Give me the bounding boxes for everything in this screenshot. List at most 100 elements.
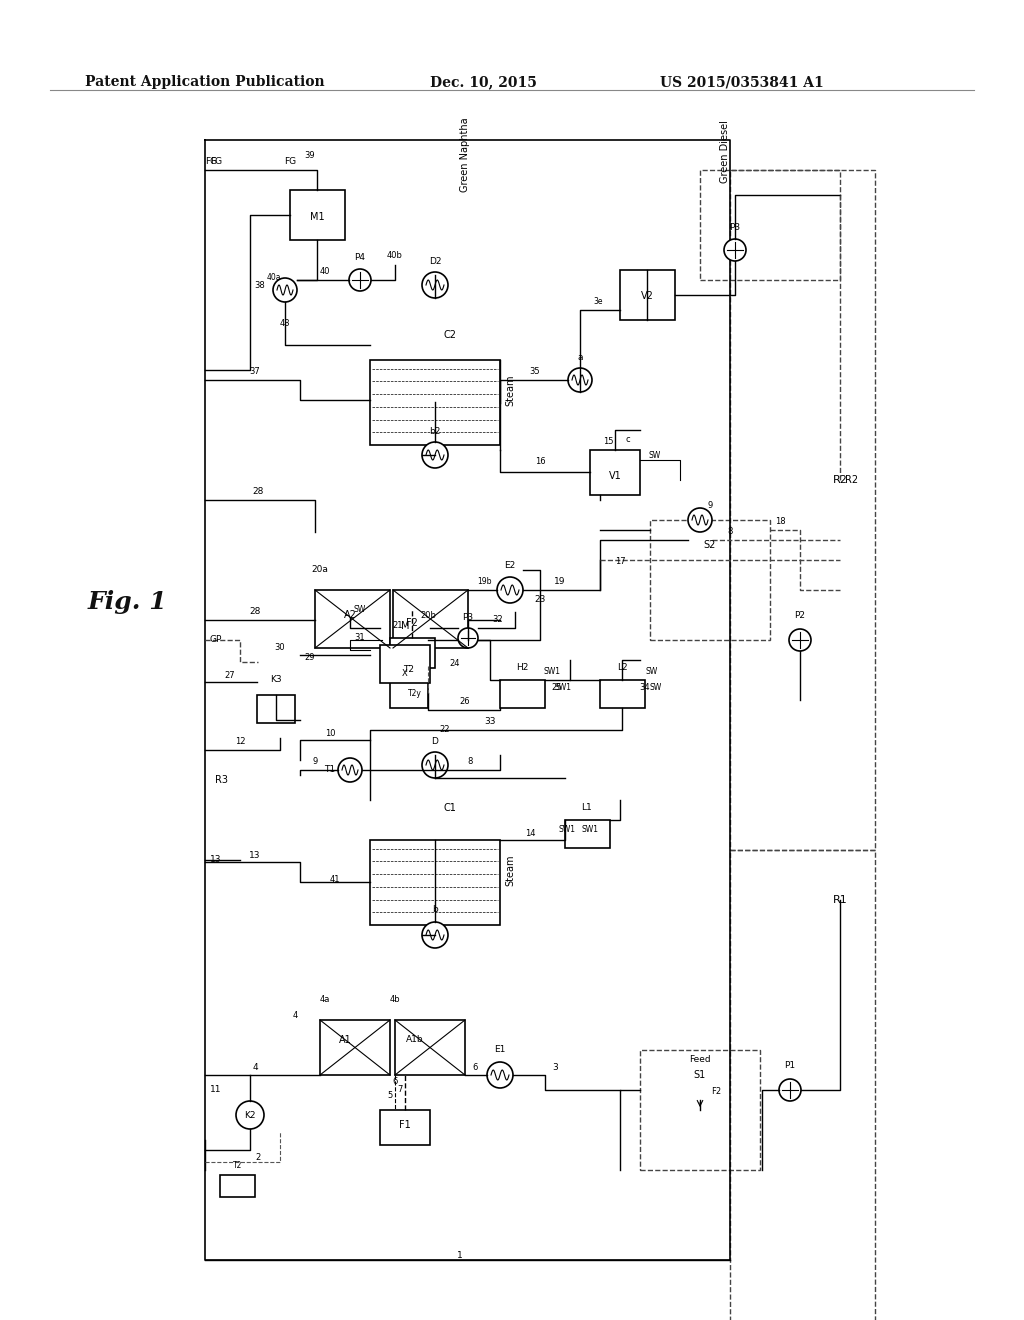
Circle shape bbox=[338, 758, 362, 781]
Text: FG: FG bbox=[284, 157, 296, 166]
Text: b2: b2 bbox=[429, 428, 440, 437]
Text: 26: 26 bbox=[460, 697, 470, 706]
Text: SW1: SW1 bbox=[558, 825, 575, 834]
Bar bbox=[600, 680, 645, 708]
Bar bbox=[565, 820, 610, 847]
Bar bbox=[620, 271, 675, 319]
Text: 3: 3 bbox=[552, 1064, 558, 1072]
Text: 30: 30 bbox=[274, 644, 286, 652]
Text: R2: R2 bbox=[833, 475, 848, 484]
Bar bbox=[395, 1020, 465, 1074]
Text: 22: 22 bbox=[439, 726, 451, 734]
Text: FG: FG bbox=[210, 157, 222, 166]
Text: 4: 4 bbox=[293, 1011, 298, 1019]
Text: C2: C2 bbox=[443, 330, 457, 341]
Text: Patent Application Publication: Patent Application Publication bbox=[85, 75, 325, 88]
Bar bbox=[730, 170, 874, 850]
Bar bbox=[257, 696, 295, 723]
Text: Dec. 10, 2015: Dec. 10, 2015 bbox=[430, 75, 537, 88]
Text: 10: 10 bbox=[325, 729, 335, 738]
Text: T1: T1 bbox=[325, 766, 336, 775]
Text: Feed: Feed bbox=[689, 1056, 711, 1064]
Text: 15: 15 bbox=[603, 437, 613, 446]
Bar bbox=[640, 1049, 760, 1170]
Circle shape bbox=[422, 921, 449, 948]
Circle shape bbox=[422, 752, 449, 777]
Text: 37: 37 bbox=[250, 367, 260, 376]
Text: 9: 9 bbox=[708, 500, 713, 510]
Text: 28: 28 bbox=[252, 487, 264, 496]
Text: 7: 7 bbox=[397, 1085, 402, 1094]
Text: X: X bbox=[402, 668, 408, 677]
Text: 4: 4 bbox=[252, 1064, 258, 1072]
Text: 13: 13 bbox=[210, 855, 221, 865]
Text: 20b: 20b bbox=[420, 610, 436, 619]
Text: 12: 12 bbox=[234, 738, 246, 747]
Text: 40b: 40b bbox=[387, 251, 402, 260]
Text: 19b: 19b bbox=[477, 578, 492, 586]
Bar bbox=[315, 590, 390, 648]
Text: C1: C1 bbox=[443, 803, 457, 813]
Text: D2: D2 bbox=[429, 257, 441, 267]
Text: 9: 9 bbox=[312, 758, 317, 767]
Text: M1: M1 bbox=[309, 213, 325, 222]
Bar bbox=[590, 450, 640, 495]
Text: 24: 24 bbox=[450, 660, 460, 668]
Text: 23: 23 bbox=[535, 595, 546, 605]
Text: 21: 21 bbox=[393, 620, 403, 630]
Text: 16: 16 bbox=[535, 458, 546, 466]
Text: 3e: 3e bbox=[593, 297, 603, 306]
Text: P3: P3 bbox=[729, 223, 740, 232]
Text: F2: F2 bbox=[407, 618, 418, 628]
Bar bbox=[380, 1110, 430, 1144]
Text: Steam: Steam bbox=[505, 375, 515, 405]
Text: L1: L1 bbox=[582, 804, 592, 813]
Circle shape bbox=[422, 272, 449, 298]
Text: R1: R1 bbox=[833, 895, 848, 906]
Text: 32: 32 bbox=[493, 615, 504, 624]
Text: K2: K2 bbox=[245, 1110, 256, 1119]
Text: F1: F1 bbox=[399, 1119, 411, 1130]
Circle shape bbox=[458, 628, 478, 648]
Text: A2: A2 bbox=[344, 610, 356, 620]
Text: GP: GP bbox=[210, 635, 222, 644]
Text: D: D bbox=[431, 738, 438, 747]
Text: E2: E2 bbox=[505, 561, 516, 569]
Text: 8: 8 bbox=[727, 528, 733, 536]
Text: 35: 35 bbox=[529, 367, 541, 376]
Text: SW: SW bbox=[650, 684, 663, 693]
Text: SW1: SW1 bbox=[582, 825, 598, 834]
Text: T2: T2 bbox=[233, 1160, 243, 1170]
Bar bbox=[393, 590, 468, 648]
Text: V2: V2 bbox=[641, 290, 653, 301]
Circle shape bbox=[349, 269, 371, 290]
Text: F2: F2 bbox=[711, 1088, 721, 1097]
Text: Green Diesel: Green Diesel bbox=[720, 120, 730, 183]
Circle shape bbox=[688, 508, 712, 532]
Text: Green Naphtha: Green Naphtha bbox=[460, 117, 470, 193]
Text: 2: 2 bbox=[255, 1154, 261, 1163]
Bar bbox=[390, 638, 435, 668]
Bar bbox=[290, 190, 345, 240]
Text: SW: SW bbox=[649, 450, 662, 459]
Text: Fig. 1: Fig. 1 bbox=[88, 590, 168, 614]
Text: 11: 11 bbox=[210, 1085, 221, 1094]
Bar bbox=[500, 680, 545, 708]
Text: 6: 6 bbox=[392, 1077, 397, 1086]
Text: 28: 28 bbox=[249, 607, 261, 616]
Text: Steam: Steam bbox=[505, 854, 515, 886]
Text: SW1: SW1 bbox=[555, 684, 571, 693]
Bar bbox=[220, 1175, 255, 1197]
Text: R3: R3 bbox=[215, 775, 228, 785]
Bar bbox=[730, 850, 874, 1320]
Text: 31: 31 bbox=[354, 634, 366, 643]
Text: R2: R2 bbox=[845, 475, 858, 484]
Text: 14: 14 bbox=[524, 829, 536, 837]
Text: 43: 43 bbox=[280, 318, 291, 327]
Text: 34: 34 bbox=[640, 684, 650, 693]
Text: S2: S2 bbox=[703, 540, 716, 550]
Circle shape bbox=[236, 1101, 264, 1129]
Text: L2: L2 bbox=[616, 664, 628, 672]
Text: 13: 13 bbox=[249, 850, 261, 859]
Text: V1: V1 bbox=[608, 471, 622, 480]
